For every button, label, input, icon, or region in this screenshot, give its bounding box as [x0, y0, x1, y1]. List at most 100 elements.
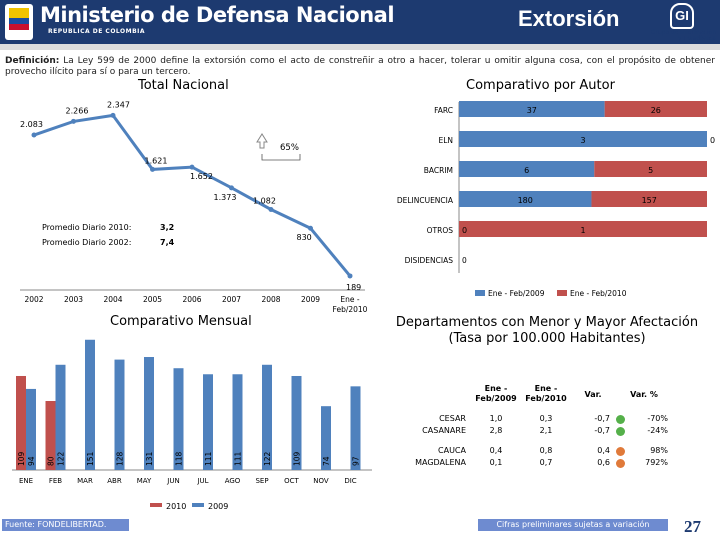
flag-blue	[9, 18, 29, 24]
mensual-value-label: 128	[116, 451, 125, 466]
mensual-value-label: 131	[145, 451, 154, 466]
dept-cell-name: MAGDALENA	[415, 458, 466, 467]
mensual-x-tick: NOV	[313, 477, 329, 485]
total-x-tick: 2005	[143, 295, 162, 304]
mensual-bar-2009	[321, 406, 331, 470]
mensual-x-tick: AGO	[225, 477, 241, 485]
autor-bar-2010	[604, 101, 707, 117]
dept-cell-var: -0,7	[594, 414, 610, 423]
mensual-bar-2009	[262, 364, 272, 470]
dept-cell-name: CASANARE	[422, 426, 466, 435]
autor-legend-label: Ene - Feb/2010	[570, 289, 627, 298]
total-value-label: 2.347	[107, 100, 130, 109]
autor-bar-2010	[459, 221, 707, 237]
dept-cell-var: 0,6	[597, 458, 610, 467]
dept-cell-var: -0,7	[594, 426, 610, 435]
autor-value-label: 0	[462, 256, 467, 265]
autor-category-label: BACRIM	[424, 166, 453, 175]
autor-bar-chart: FARC 37 26 ELN 3 0 BACRIM 6 5 DELINCUENCIA 180 157 O…	[397, 101, 715, 298]
departamentos-table: Ene - Feb/2009 Ene - Feb/2010 Var. Var. …	[384, 380, 714, 480]
mensual-value-label: 74	[322, 456, 331, 466]
source-note: Fuente: FONDELIBERTAD.	[2, 519, 129, 531]
mensual-x-tick: JUN	[166, 477, 179, 485]
total-value-label: 1.621	[145, 156, 168, 165]
definition: Definición: La Ley 599 de 2000 define la…	[5, 56, 715, 78]
dept-cell-pct: 792%	[645, 458, 668, 467]
total-value-label: 2.266	[66, 106, 89, 115]
flag-red	[9, 24, 29, 30]
dept-cell-pct: -70%	[647, 414, 668, 423]
total-x-tick: 2007	[222, 295, 241, 304]
mensual-bar-2009	[144, 357, 154, 470]
total-value-label: 2.083	[20, 120, 43, 129]
autor-value-2010: 1	[580, 226, 585, 235]
org-line-2: y Estadística	[677, 35, 716, 42]
total-series-line	[33, 113, 352, 277]
departamentos-title-1: Departamentos con Menor y Mayor Afectaci…	[395, 315, 699, 330]
dept-cell-v2009: 0,4	[489, 446, 503, 455]
total-x-tick: 2002	[24, 295, 43, 304]
autor-bar-2009	[459, 191, 592, 207]
status-down-icon	[616, 415, 625, 424]
mensual-x-tick: DIC	[344, 477, 356, 485]
total-value-label: 1.082	[253, 196, 276, 205]
mensual-value-label: 151	[86, 451, 95, 466]
mensual-value-label: 122	[263, 451, 272, 466]
mensual-legend-swatch	[192, 503, 204, 507]
mensual-bar-2009	[85, 339, 95, 470]
mensual-bar-2010	[45, 401, 56, 470]
mensual-x-tick: JUL	[196, 477, 208, 485]
autor-bar-2010	[594, 161, 707, 177]
dept-cell-v2010: 0,3	[539, 414, 553, 423]
dept-cell-v2009: 1,0	[489, 414, 503, 423]
header-bar	[0, 0, 720, 48]
mensual-value-label: 109	[293, 451, 302, 466]
gi-logo-icon: GI	[670, 3, 694, 29]
mensual-x-tick: ENE	[19, 477, 33, 485]
autor-value-2010: 26	[651, 106, 661, 115]
total-chart-title: Total Nacional	[138, 78, 229, 93]
autor-category-label: DISIDENCIAS	[405, 256, 454, 265]
autor-value-2010: 5	[648, 166, 653, 175]
total-point-2003	[71, 118, 76, 124]
total-point-2009	[308, 225, 313, 231]
mensual-x-tick: ABR	[107, 477, 122, 485]
autor-legend-swatch	[475, 290, 485, 296]
autor-legend-label: Ene - Feb/2009	[488, 289, 545, 298]
autor-category-label: DELINCUENCIA	[397, 196, 454, 205]
mensual-bar-2009	[26, 388, 36, 470]
mensual-legend-label: 2009	[208, 502, 228, 511]
mensual-legend-swatch	[150, 503, 162, 507]
status-up-icon	[616, 459, 625, 468]
mensual-bar-2010	[16, 375, 26, 470]
flag-yellow	[9, 8, 29, 18]
total-x-tick: 2006	[182, 295, 201, 304]
total-value-label: 830	[297, 233, 312, 242]
total-point-2005	[150, 166, 155, 172]
mensual-x-tick: MAR	[77, 477, 93, 485]
up-arrow-icon	[256, 133, 268, 149]
total-point-2002	[31, 132, 37, 138]
republic-name: REPUBLICA DE COLOMBIA	[48, 28, 146, 35]
autor-value-2010: 0	[710, 136, 715, 145]
autor-bar-2009	[459, 161, 595, 177]
total-x-tick: Ene -	[340, 295, 359, 304]
total-line-chart: 2.083 2.266 2.347 1.621 1.652 1.373 1.082 830 18…	[20, 100, 368, 314]
dept-cell-v2010: 2,1	[539, 426, 553, 435]
total-point-Ene - Feb/2010	[347, 273, 353, 279]
autor-category-label: OTROS	[427, 226, 454, 235]
dept-cell-v2009: 2,8	[489, 426, 503, 435]
total-point-2007	[229, 185, 234, 191]
autor-value-2010: 157	[642, 196, 657, 205]
mensual-value-label: 109	[17, 451, 26, 466]
org-line-1: Grupo de Información	[650, 29, 716, 36]
total-value-label: 189	[346, 283, 361, 292]
mensual-x-tick: SEP	[255, 477, 268, 485]
mensual-bar-2009	[55, 364, 66, 470]
change-label: 65%	[280, 143, 299, 153]
mensual-value-label: 122	[57, 451, 66, 466]
mensual-value-label: 118	[175, 451, 184, 466]
daily-2002-value: 7,4	[160, 238, 175, 247]
mensual-value-label: 111	[234, 451, 243, 466]
